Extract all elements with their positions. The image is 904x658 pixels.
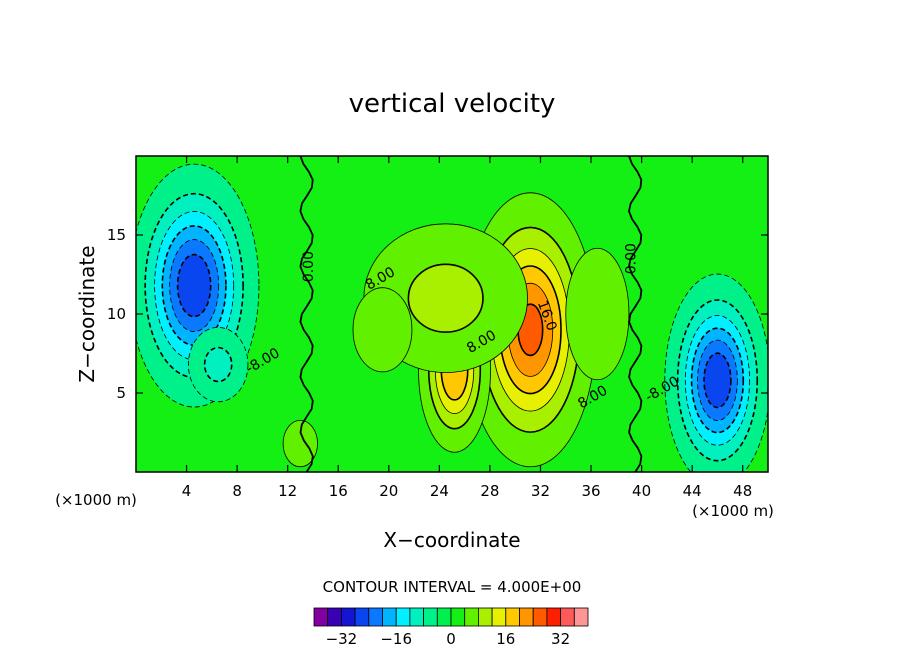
x-tick-label: 48 (733, 482, 752, 500)
x-tick-label: 16 (329, 482, 348, 500)
contour-band (352, 287, 413, 373)
x-tick-label: 32 (531, 482, 550, 500)
y-tick-label: 15 (107, 226, 126, 244)
colorbar-swatch (368, 607, 383, 627)
colorbar-swatch (573, 607, 589, 627)
contour-band (565, 247, 630, 381)
contour-label: 0.00 (301, 251, 317, 282)
updraft-region (282, 419, 318, 468)
colorbar-swatch (436, 607, 452, 627)
colorbar-swatch (423, 607, 438, 627)
colorbar-tick-label: 32 (551, 630, 570, 648)
colorbar-tick-label: 0 (446, 630, 456, 648)
x-axis-label: X−coordinate (383, 528, 520, 552)
colorbar-swatch (450, 607, 466, 627)
colorbar-tick-label: −32 (326, 630, 358, 648)
x-tick-label: 24 (430, 482, 449, 500)
x-tick-label: 44 (683, 482, 702, 500)
contour-label: 0.00 (623, 243, 639, 274)
colorbar-swatch (327, 607, 342, 627)
y-tick-label: 5 (116, 384, 126, 402)
colorbar-swatch (491, 607, 507, 627)
colorbar-swatch (477, 607, 493, 627)
updraft-region (352, 287, 413, 373)
zero-contour-line (299, 156, 314, 472)
contour-band (407, 263, 484, 333)
plot-area (136, 156, 768, 472)
y-axis: 5 10 15 (107, 226, 768, 402)
downdraft-region (187, 326, 249, 403)
colorbar-swatch (395, 607, 411, 627)
colorbar-swatch (546, 607, 562, 627)
y-axis-label: Z−coordinate (75, 245, 99, 382)
x-tick-label: 12 (278, 482, 297, 500)
colorbar-swatch (340, 607, 356, 627)
contour-band (176, 253, 212, 318)
colorbar-tick-label: −16 (380, 630, 412, 648)
contour-band (203, 346, 233, 383)
colorbar-swatch (532, 607, 548, 627)
contour-band (282, 419, 318, 468)
colorbar-swatch (464, 607, 479, 627)
updraft-region (565, 247, 630, 381)
colorbar-swatch (409, 607, 424, 627)
y-tick-label: 10 (107, 305, 126, 323)
contour-interval-text: CONTOUR INTERVAL = 4.000E+00 (323, 578, 582, 596)
colorbar: −32 −16 0 16 32 (313, 607, 589, 648)
colorbar-tick-label: 16 (496, 630, 515, 648)
colorbar-swatch (313, 607, 329, 627)
x-tick-label: 40 (632, 482, 651, 500)
x-axis-unit-right: (×1000 m) (692, 502, 774, 520)
colorbar-swatch (382, 607, 397, 627)
x-tick-label: 36 (581, 482, 600, 500)
downdraft-region (664, 273, 768, 472)
x-axis-unit-left: (×1000 m) (55, 491, 137, 509)
chart-title: vertical velocity (349, 89, 556, 119)
colorbar-swatch (505, 607, 520, 627)
contour-band (703, 352, 732, 409)
colorbar-swatch (560, 607, 575, 627)
x-tick-label: 28 (480, 482, 499, 500)
x-tick-label: 4 (182, 482, 192, 500)
x-tick-label: 20 (379, 482, 398, 500)
x-tick-label: 8 (232, 482, 242, 500)
colorbar-swatch (519, 607, 534, 627)
zero-contour-line (628, 156, 643, 472)
x-axis: 4 8 12 16 20 24 28 32 36 40 44 48 (182, 156, 752, 500)
colorbar-swatch (354, 607, 370, 627)
